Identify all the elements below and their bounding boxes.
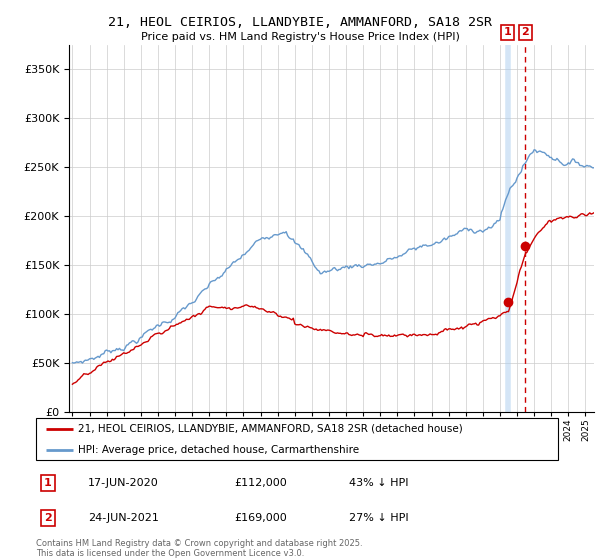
Text: 2: 2 [521,27,529,38]
Text: £169,000: £169,000 [235,513,287,523]
Text: 1: 1 [504,27,512,38]
Text: 21, HEOL CEIRIOS, LLANDYBIE, AMMANFORD, SA18 2SR (detached house): 21, HEOL CEIRIOS, LLANDYBIE, AMMANFORD, … [78,424,463,434]
Text: 43% ↓ HPI: 43% ↓ HPI [349,478,409,488]
Text: 1: 1 [44,478,52,488]
Text: 27% ↓ HPI: 27% ↓ HPI [349,513,409,523]
Text: 24-JUN-2021: 24-JUN-2021 [88,513,159,523]
Text: 17-JUN-2020: 17-JUN-2020 [88,478,159,488]
Text: 2: 2 [44,513,52,523]
Text: Price paid vs. HM Land Registry's House Price Index (HPI): Price paid vs. HM Land Registry's House … [140,32,460,43]
Text: HPI: Average price, detached house, Carmarthenshire: HPI: Average price, detached house, Carm… [78,445,359,455]
Text: £112,000: £112,000 [235,478,287,488]
Text: Contains HM Land Registry data © Crown copyright and database right 2025.
This d: Contains HM Land Registry data © Crown c… [36,539,362,558]
Text: 21, HEOL CEIRIOS, LLANDYBIE, AMMANFORD, SA18 2SR: 21, HEOL CEIRIOS, LLANDYBIE, AMMANFORD, … [108,16,492,29]
